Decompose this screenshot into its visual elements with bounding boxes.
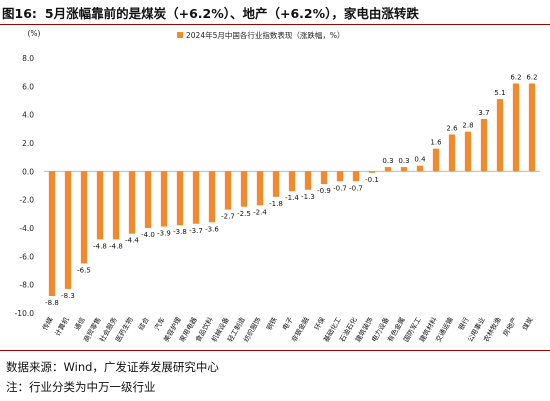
bar [64, 171, 72, 289]
bar-value-label: 6.2 [526, 74, 537, 82]
bar [160, 171, 168, 227]
source-note: 数据来源：Wind，广发证券发展研究中心 [6, 360, 219, 374]
figure-header: 图16: 5月涨幅靠前的是煤炭（+6.2%）、地产（+6.2%），家电由涨转跌 [0, 0, 550, 25]
bar-value-label: -0.9 [317, 187, 331, 195]
bar [256, 171, 264, 206]
bar-value-label: -3.6 [205, 225, 219, 233]
bar [192, 171, 200, 224]
bar [384, 167, 392, 172]
figure-title: 5月涨幅靠前的是煤炭（+6.2%）、地产（+6.2%），家电由涨转跌 [44, 5, 419, 21]
bar [288, 171, 296, 192]
bar [400, 167, 408, 172]
bar [464, 131, 472, 172]
legend-swatch [177, 32, 183, 38]
bar [368, 171, 376, 173]
bar-value-label: -4.8 [93, 242, 107, 250]
category-label: 汽车 [152, 315, 167, 331]
classification-note: 注：行业分类为中万一级行业 [6, 380, 156, 394]
y-axis-unit: (%) [28, 29, 41, 38]
category-label: 煤炭 [520, 315, 535, 331]
bar-value-label: -0.7 [349, 184, 363, 192]
bar-value-label: -0.1 [365, 176, 379, 184]
bar-value-label: -2.5 [237, 210, 251, 218]
y-tick-label: -2.0 [19, 196, 34, 205]
bar-value-label: -3.8 [173, 228, 187, 236]
category-label: 传媒 [40, 315, 55, 331]
bar-value-label: -1.8 [269, 200, 283, 208]
category-label: 综合 [136, 315, 151, 331]
category-label: 环保 [312, 315, 327, 331]
value-labels: -8.8-8.3-6.5-4.8 -4.8-4.4-4.0 -3.9 -3.8 -3.7… [45, 74, 537, 308]
category-label: 钢铁 [264, 315, 279, 331]
legend: 2024年5月中国各行业指数表现（涨跌幅，%） [177, 30, 344, 40]
bar [512, 83, 520, 172]
category-label: 电子 [280, 315, 295, 331]
bar-value-label: 2.8 [462, 122, 473, 130]
y-tick-label: -8.0 [19, 281, 34, 290]
bar-value-label: 6.2 [510, 74, 521, 82]
bar [272, 171, 280, 197]
bar-value-label: -3.9 [157, 230, 171, 238]
bar-value-label: -8.8 [45, 299, 59, 307]
bar-value-label: -0.7 [333, 184, 347, 192]
category-label: 计算机 [53, 315, 71, 337]
y-tick-label: 8.0 [22, 54, 34, 63]
bar-value-label: -4.0 [141, 231, 155, 239]
bar-value-label: -2.4 [253, 208, 267, 216]
bar-value-label: 2.6 [446, 125, 458, 133]
bar [80, 171, 88, 264]
bar-value-label: -6.5 [77, 266, 91, 274]
y-tick-label: 0.0 [22, 167, 34, 176]
bar [48, 171, 56, 296]
bar [224, 171, 232, 210]
bar [352, 171, 360, 182]
bar [304, 171, 312, 190]
y-tick-label: 4.0 [22, 111, 34, 120]
y-tick-label: 6.0 [22, 82, 34, 91]
category-label: 银行 [456, 315, 471, 331]
bar [112, 171, 120, 240]
bar-value-label: -2.7 [221, 213, 235, 221]
bar [176, 171, 184, 226]
y-tick-label: 2.0 [22, 139, 34, 148]
y-tick-label: -6.0 [19, 252, 34, 261]
bar [336, 171, 344, 182]
y-tick-label: -4.0 [19, 224, 34, 233]
bar [528, 83, 536, 172]
bar-value-label: 0.4 [414, 156, 426, 164]
bar-value-label: -4.4 [125, 237, 139, 245]
bar [432, 148, 440, 172]
bar [144, 171, 152, 228]
footer-divider [0, 350, 550, 351]
bar-value-label: 0.3 [398, 157, 409, 165]
bar [480, 118, 488, 172]
bar-value-label: -8.3 [61, 292, 75, 300]
bar-value-label: 1.6 [430, 139, 442, 147]
bar [448, 134, 456, 172]
bar [240, 171, 248, 207]
bar-value-label: -4.8 [109, 242, 123, 250]
bar-chart: (%)-10.0-8.0-6.0-4.0-2.00.02.04.06.08.0 … [15, 29, 540, 344]
bar-value-label: 3.7 [478, 109, 489, 117]
bar-value-label: -3.7 [189, 227, 203, 235]
bars [48, 83, 536, 296]
bar-value-label: 0.3 [382, 157, 393, 165]
y-tick-label: -10.0 [15, 309, 35, 318]
bar [320, 171, 328, 185]
legend-label: 2024年5月中国各行业指数表现（涨跌幅，%） [186, 30, 344, 40]
bar-value-label: 5.1 [494, 89, 505, 97]
figure-number: 图16: [2, 5, 37, 21]
bar [416, 165, 424, 172]
bar [496, 99, 504, 172]
bar [128, 171, 136, 234]
bar-value-label: -1.3 [301, 193, 315, 201]
bar [208, 171, 216, 223]
bar [96, 171, 104, 240]
category-label: 房地产 [501, 315, 519, 337]
category-label: 通信 [72, 315, 87, 331]
bar-value-label: -1.4 [285, 194, 299, 202]
